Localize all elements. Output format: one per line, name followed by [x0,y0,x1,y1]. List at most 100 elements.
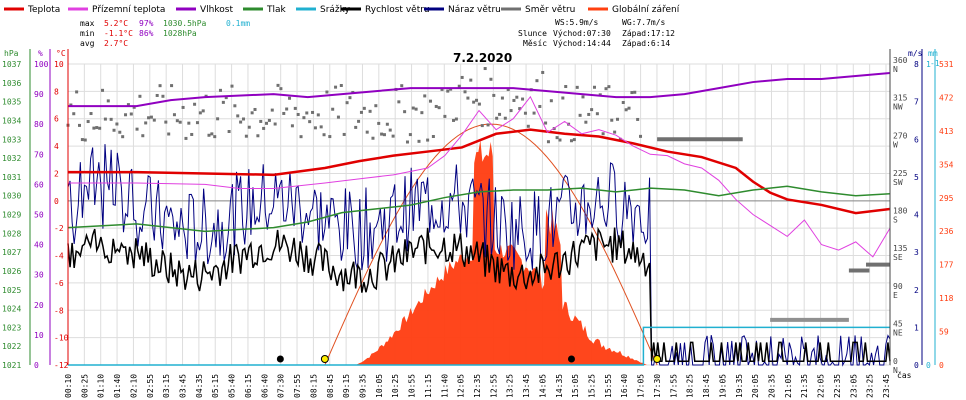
series-line-3 [67,185,891,233]
x-tick-label: 06:40 [260,374,269,398]
wind-direction-point [495,116,499,120]
wind-direction-point [429,99,433,103]
wind-direction-point [354,125,358,129]
wind-direction-point [190,132,194,136]
wind-direction-point [446,89,450,93]
wind-direction-point [618,137,622,141]
wind-direction-point [106,99,110,103]
x-tick-label: 12:55 [489,374,498,398]
wind-direction-point [267,118,271,122]
wind-direction-point [371,136,375,140]
legend-label: Teplota [27,5,60,15]
wind-direction-point [454,117,458,121]
wind-direction-point [170,84,174,88]
wind-direction-point [241,117,245,121]
axis-unit-pct: % [38,49,43,58]
wind-direction-point [216,117,220,121]
wind-direction-point [342,132,346,136]
x-tick-label: 19:35 [735,374,744,398]
x-tick-label: 03:45 [179,374,188,398]
wind-direction-point [69,103,73,107]
x-tick-label: 15:05 [571,374,580,398]
axis-tick-rad: 531 [939,60,954,69]
wind-direction-point [247,125,251,129]
moon-label: Měsíc [523,39,547,48]
wind-direction-point [639,134,643,138]
axis-tick-ms: 5 [914,173,919,182]
wind-direction-point [610,118,614,122]
legend-label: Náraz větru [448,5,501,15]
axis-tick-dirname: N [893,65,898,74]
x-tick-label: 10:25 [391,374,400,398]
sunrise-marker [320,355,329,363]
x-tick-label: 15:55 [604,374,613,398]
wind-direction-point [80,138,84,142]
wind-direction-point [129,112,133,116]
x-tick-label: 23:05 [849,374,858,398]
x-tick-label: 18:25 [686,374,695,398]
wind-direction-point [207,133,211,137]
wind-direction-point [233,104,237,108]
wind-direction-point [86,120,90,124]
x-tick-label: 11:15 [424,374,433,398]
wind-direction-point [293,106,297,110]
wind-direction-point [385,122,389,126]
axis-tick-dir: 225 [893,169,908,178]
series-line-2 [68,72,891,108]
axis-tick-rad: 236 [939,227,954,236]
wind-direction-point [328,135,332,139]
wind-direction-point [463,90,467,94]
axis-tick-degc: 10 [54,60,64,69]
axis-tick-pct: 100 [34,60,49,69]
axis-tick-dirname: S [893,216,898,225]
sun-label: Slunce [518,29,547,38]
wind-direction-point [103,117,107,121]
wind-direction-point [420,111,424,115]
axis-tick-rad: 59 [939,328,949,337]
stat-min-label: min [80,29,95,38]
axis-tick-dirname: W [893,140,898,149]
wind-direction-point [178,120,182,124]
wind-direction-point [262,126,266,130]
x-tick-label: 09:35 [358,374,367,398]
wind-speed-line [67,226,891,362]
wind-direction-point [581,95,585,99]
wind-direction-point [282,111,286,115]
axis-tick-mm-top: -1 [930,59,940,68]
axis-tick-degc: 4 [54,142,59,151]
x-tick-label: 03:15 [162,374,171,398]
x-tick-label: 11:40 [440,374,449,398]
wind-direction-point [365,130,369,134]
axis-tick-hpa: 1028 [2,229,21,238]
axis-tick-rad: 295 [939,194,954,203]
x-tick-label: 05:15 [211,374,220,398]
x-tick-label: 17:05 [637,374,646,398]
wind-direction-point [138,94,142,98]
wind-direction-point [83,138,87,142]
x-tick-label: 14:05 [538,374,547,398]
wind-direction-point [72,112,76,116]
wind-direction-point [613,130,617,134]
axis-tick-degc: -4 [54,252,64,261]
wind-direction-point [388,128,392,132]
wind-direction-point [587,112,591,116]
wind-direction-point [92,126,96,130]
wind-direction-point [382,133,386,137]
wind-direction-point [198,111,202,115]
wind-direction-point [112,128,116,132]
wind-direction-point [290,124,294,128]
wind-direction-point [144,121,148,125]
x-tick-label: 10:05 [375,374,384,398]
wind-direction-point [296,112,300,116]
axis-tick-mm: 1 [926,60,931,69]
wind-direction-point [558,138,562,142]
wind-direction-point [578,113,582,117]
wind-direction-point [521,97,525,101]
wind-direction-point [523,111,527,115]
wind-direction-point [95,126,99,130]
wind-direction-point [239,120,243,124]
wind-direction-point [276,83,280,87]
wind-direction-point [575,85,579,89]
axis-tick-hpa: 1036 [2,79,21,88]
